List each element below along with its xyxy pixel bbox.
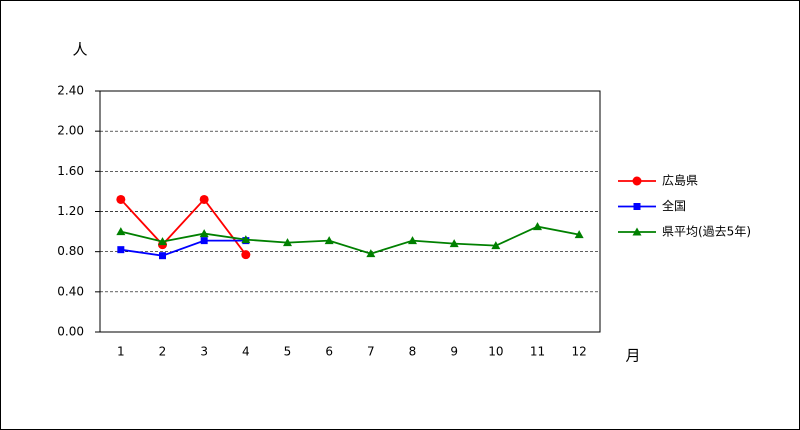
point — [241, 250, 251, 260]
y-tick-label: 2.00 — [57, 124, 84, 138]
x-tick-label: 2 — [159, 345, 167, 359]
x-tick-label: 12 — [572, 345, 587, 359]
x-tick-label: 8 — [409, 345, 417, 359]
y-tick-label: 1.60 — [57, 164, 84, 178]
point — [200, 237, 208, 245]
x-tick-label: 4 — [242, 345, 250, 359]
point — [159, 252, 166, 260]
point — [632, 227, 642, 236]
y-axis-label: 人 — [72, 41, 87, 59]
point — [449, 239, 459, 248]
x-tick-label: 10 — [488, 345, 503, 359]
point — [632, 176, 642, 186]
x-tick-label: 3 — [200, 345, 208, 359]
series-line — [120, 239, 246, 257]
point — [199, 194, 209, 204]
point — [158, 237, 167, 246]
x-axis-label: 月 — [625, 347, 640, 365]
point — [574, 230, 584, 239]
point — [633, 203, 641, 210]
series-line — [120, 198, 247, 256]
point — [116, 227, 126, 236]
y-tick-label: 1.20 — [57, 204, 84, 218]
point — [533, 222, 542, 231]
x-tick-label: 11 — [530, 345, 545, 359]
series-line — [120, 225, 580, 255]
point — [491, 241, 501, 250]
legend-label: 全国 — [662, 198, 686, 213]
point — [241, 235, 251, 244]
point — [199, 229, 209, 238]
legend-label: 県平均(過去5年) — [662, 225, 751, 239]
y-tick-label: 0.40 — [57, 284, 84, 298]
x-tick-label: 6 — [325, 345, 333, 359]
legend-label: 広島県 — [662, 173, 698, 188]
y-tick-label: 0.80 — [57, 244, 84, 258]
point — [283, 238, 292, 247]
point — [117, 246, 125, 254]
plot-border — [99, 90, 601, 333]
point — [324, 236, 334, 245]
point — [366, 249, 376, 258]
point — [408, 236, 417, 245]
y-tick-label: 0.00 — [57, 325, 84, 339]
x-tick-label: 1 — [117, 345, 125, 359]
x-tick-label: 5 — [284, 345, 292, 359]
x-tick-label: 9 — [450, 345, 458, 359]
y-tick-label: 2.40 — [57, 84, 84, 98]
x-tick-label: 7 — [367, 345, 375, 359]
point — [116, 194, 126, 204]
